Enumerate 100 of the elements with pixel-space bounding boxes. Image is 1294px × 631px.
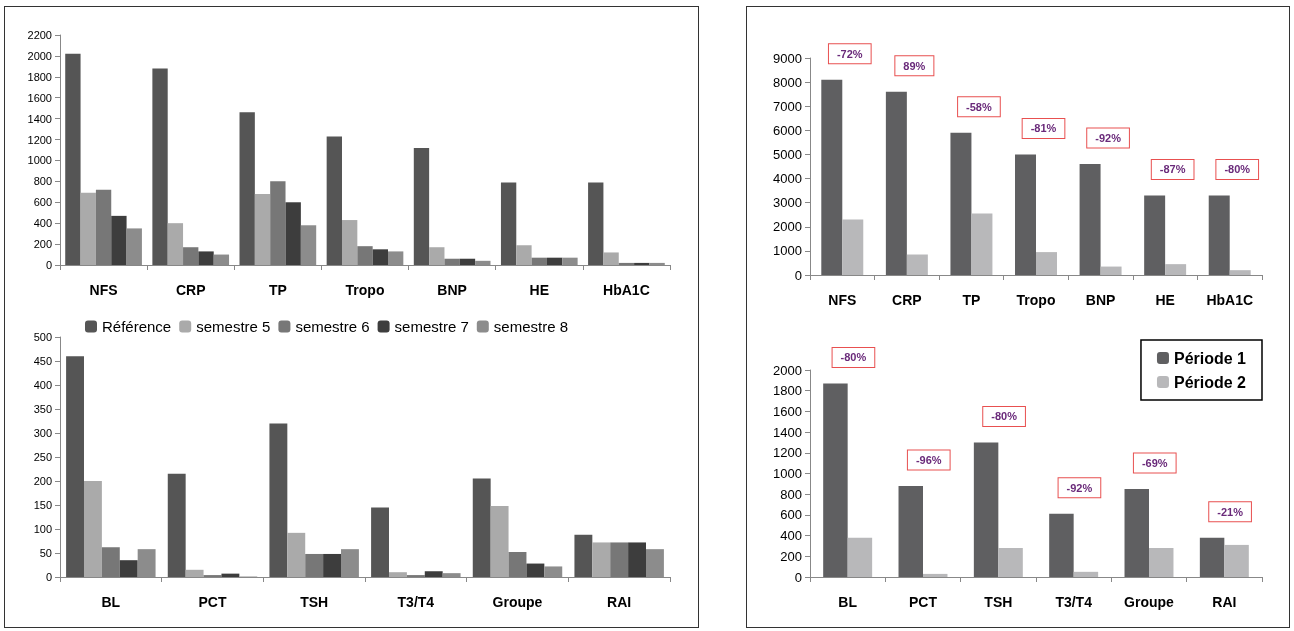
bar xyxy=(101,547,120,577)
annotation: -96% xyxy=(915,453,942,466)
bar xyxy=(83,481,102,577)
bar xyxy=(459,258,476,265)
bar xyxy=(444,258,460,265)
x-tick-label: Groupe xyxy=(1124,594,1175,610)
bar xyxy=(1124,489,1149,577)
bar xyxy=(198,251,214,265)
bar xyxy=(152,68,168,265)
bar xyxy=(371,507,389,577)
y-tick-label: 3000 xyxy=(773,195,802,211)
bar xyxy=(526,563,545,577)
x-tick-label: HE xyxy=(1155,292,1175,308)
legend-label: Référence xyxy=(102,318,172,335)
y-tick-label: 200 xyxy=(33,238,52,251)
bar xyxy=(429,247,445,265)
bar xyxy=(821,79,843,275)
bar xyxy=(285,202,301,265)
x-tick-label: RAI xyxy=(607,594,632,610)
y-tick-label: 1400 xyxy=(27,112,52,125)
x-tick-label: T3/T4 xyxy=(1055,594,1093,610)
y-tick-label: 9000 xyxy=(773,50,802,66)
bar xyxy=(1049,513,1074,577)
y-tick-label: 450 xyxy=(33,355,52,367)
bar xyxy=(1165,264,1187,275)
x-tick-label: CRP xyxy=(175,282,206,298)
bar xyxy=(610,542,629,577)
bar xyxy=(823,383,848,577)
y-tick-label: 2000 xyxy=(773,362,802,378)
x-tick-label: Tropo xyxy=(345,282,385,298)
bar xyxy=(603,252,619,265)
bar xyxy=(305,553,324,577)
bar xyxy=(239,112,255,265)
bar xyxy=(847,537,873,577)
y-tick-label: 2200 xyxy=(27,29,52,41)
bar xyxy=(531,257,547,265)
bar xyxy=(1073,571,1099,577)
y-tick-label: 1000 xyxy=(27,154,52,167)
annotation: -81% xyxy=(1030,122,1057,135)
x-tick-label: BL xyxy=(838,594,858,610)
y-tick-label: 2000 xyxy=(773,219,802,235)
bar xyxy=(80,192,96,265)
y-tick-label: 0 xyxy=(45,259,52,271)
bar xyxy=(574,534,593,577)
bar xyxy=(1229,270,1251,275)
y-tick-label: 50 xyxy=(39,547,52,559)
x-tick-label: HbA1C xyxy=(1206,292,1254,308)
x-tick-label: NFS xyxy=(828,292,857,308)
legend-label: semestre 7 xyxy=(394,318,469,335)
x-tick-label: TP xyxy=(962,292,981,308)
legend-label: Période 1 xyxy=(1173,349,1247,367)
bar xyxy=(1079,164,1101,275)
legend-label: semestre 6 xyxy=(295,318,370,335)
y-tick-label: 1600 xyxy=(773,403,802,419)
bar xyxy=(323,553,342,577)
bar xyxy=(185,569,204,577)
x-tick-label: PCT xyxy=(198,594,227,610)
annotation: -87% xyxy=(1159,163,1186,176)
bar xyxy=(885,91,907,275)
y-tick-label: 600 xyxy=(33,196,52,209)
bar xyxy=(546,257,563,265)
bar xyxy=(898,485,923,577)
annotation: -58% xyxy=(966,100,992,113)
bar xyxy=(287,532,306,577)
y-tick-label: 6000 xyxy=(773,122,802,138)
y-tick-label: 600 xyxy=(780,507,802,523)
bar xyxy=(254,193,271,265)
x-tick-label: TSH xyxy=(984,594,1013,610)
bar xyxy=(167,223,184,265)
bar xyxy=(388,572,407,577)
bar xyxy=(842,219,864,275)
y-tick-label: 1600 xyxy=(27,91,52,104)
x-tick-label: PCT xyxy=(909,594,938,610)
bar xyxy=(1224,544,1249,577)
y-tick-label: 200 xyxy=(780,548,802,564)
legend-label: semestre 5 xyxy=(196,318,271,335)
bar xyxy=(516,245,532,265)
annotation: -92% xyxy=(1095,132,1122,145)
x-tick-label: TSH xyxy=(300,594,329,610)
bar xyxy=(1100,266,1122,275)
y-tick-label: 7000 xyxy=(773,98,802,114)
bar xyxy=(119,560,138,577)
annotation: -72% xyxy=(836,47,863,60)
y-tick-label: 1200 xyxy=(27,133,52,146)
y-tick-label: 400 xyxy=(33,217,52,230)
y-tick-label: 1800 xyxy=(27,70,52,83)
y-tick-label: 300 xyxy=(33,427,52,439)
bar xyxy=(326,136,342,265)
text: -80% xyxy=(840,351,867,364)
bar xyxy=(472,478,491,577)
y-tick-label: 500 xyxy=(33,331,52,343)
bar xyxy=(1144,195,1166,275)
bar xyxy=(413,147,430,265)
bar xyxy=(1208,195,1230,275)
y-tick-label: 800 xyxy=(33,175,52,188)
x-tick-label: BNP xyxy=(437,282,467,298)
y-tick-label: 1000 xyxy=(773,466,802,481)
y-tick-label: 1400 xyxy=(773,424,802,440)
y-tick-label: 2000 xyxy=(27,49,52,62)
x-tick-label: Tropo xyxy=(1016,292,1056,308)
